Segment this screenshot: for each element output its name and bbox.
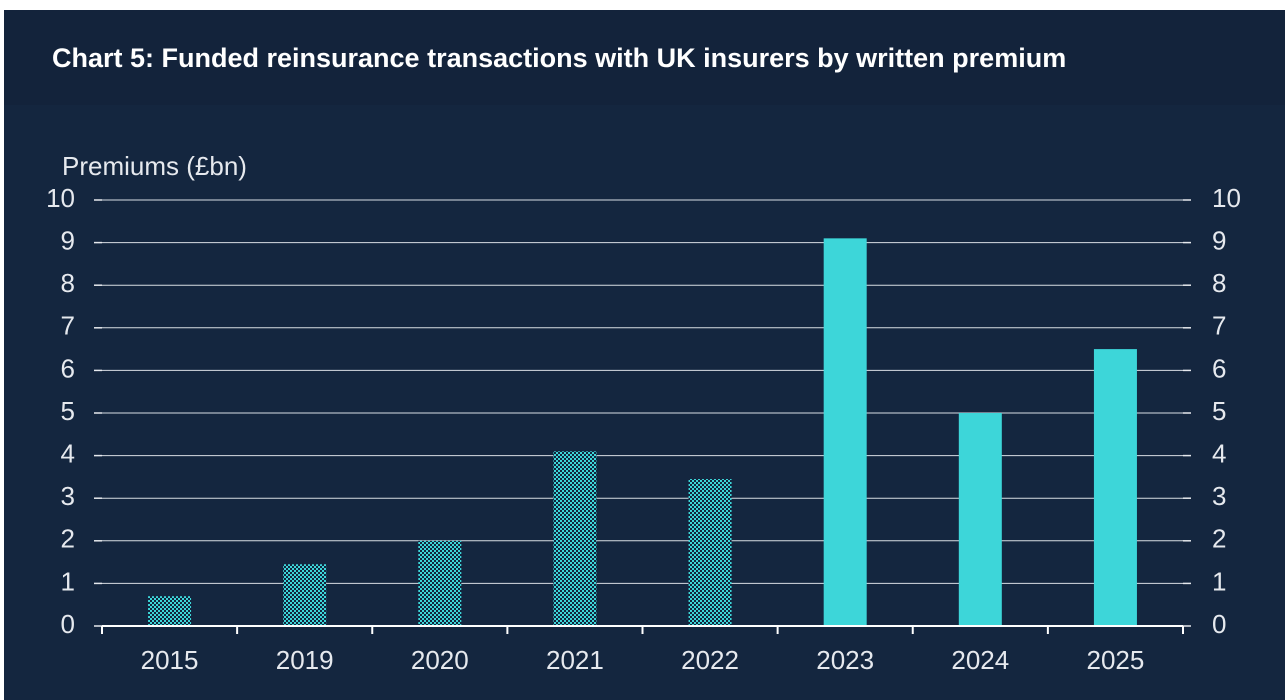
x-tick-label: 2020 — [411, 645, 469, 675]
bar — [688, 479, 732, 626]
y2-tick-label: 7 — [1212, 311, 1226, 341]
x-tick-label: 2023 — [816, 645, 874, 675]
x-tick-label: 2025 — [1087, 645, 1145, 675]
y2-tick-label: 5 — [1212, 396, 1226, 426]
y-tick-label: 1 — [61, 566, 75, 596]
x-tick-label: 2022 — [681, 645, 739, 675]
y2-tick-label: 9 — [1212, 225, 1226, 255]
bar — [148, 596, 192, 626]
y-tick-label: 8 — [61, 268, 75, 298]
x-tick-label: 2015 — [141, 645, 199, 675]
x-tick-label: 2024 — [951, 645, 1009, 675]
y-tick-label: 9 — [61, 225, 75, 255]
y-tick-label: 5 — [61, 396, 75, 426]
y2-tick-label: 8 — [1212, 268, 1226, 298]
title-band — [4, 10, 1285, 105]
x-tick-label: 2021 — [546, 645, 604, 675]
bar — [553, 451, 597, 626]
y2-tick-label: 4 — [1212, 438, 1226, 468]
y-tick-label: 0 — [61, 609, 75, 639]
plot-background — [4, 104, 1285, 700]
bar — [283, 564, 327, 626]
y-tick-label: 10 — [46, 183, 75, 213]
y2-tick-label: 3 — [1212, 481, 1226, 511]
y2-tick-label: 0 — [1212, 609, 1226, 639]
bar — [958, 413, 1002, 626]
bar — [418, 540, 462, 626]
y2-tick-label: 2 — [1212, 524, 1226, 554]
x-tick-label: 2019 — [276, 645, 334, 675]
y2-tick-label: 6 — [1212, 353, 1226, 383]
y2-tick-label: 1 — [1212, 566, 1226, 596]
y-tick-label: 7 — [61, 311, 75, 341]
bar — [823, 238, 867, 626]
y-tick-label: 2 — [61, 524, 75, 554]
y-tick-label: 6 — [61, 353, 75, 383]
y-tick-label: 4 — [61, 438, 75, 468]
y-tick-label: 3 — [61, 481, 75, 511]
y2-tick-label: 10 — [1212, 183, 1241, 213]
y-axis-label: Premiums (£bn) — [62, 151, 247, 181]
chart-title: Chart 5: Funded reinsurance transactions… — [52, 43, 1066, 73]
bar — [1093, 349, 1137, 626]
